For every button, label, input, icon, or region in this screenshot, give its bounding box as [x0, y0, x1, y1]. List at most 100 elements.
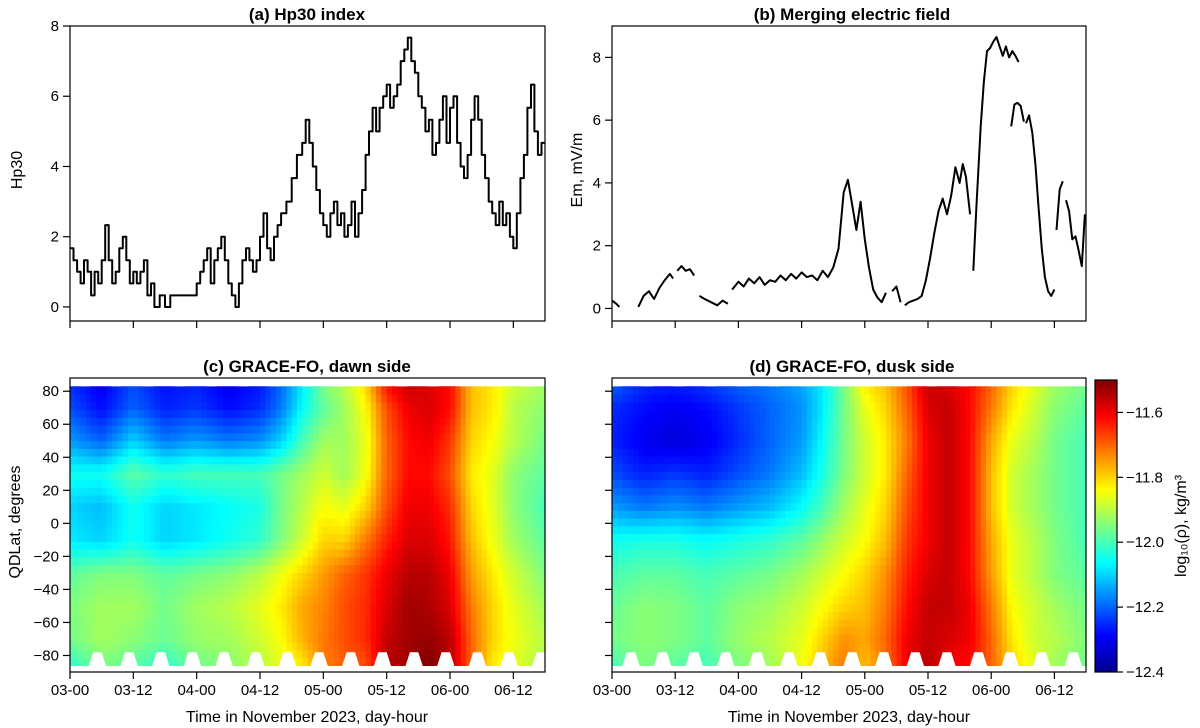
heatmap-cell	[270, 417, 277, 426]
heatmap-cell	[143, 487, 150, 496]
heatmap-cell	[539, 510, 546, 519]
heatmap-cell	[117, 502, 124, 511]
heatmap-cell	[428, 564, 435, 573]
heatmap-cell	[643, 564, 650, 573]
heatmap-cell	[833, 603, 840, 612]
heatmap-cell	[444, 487, 451, 496]
heatmap-cell	[627, 642, 634, 651]
heatmap-cell	[428, 425, 435, 434]
heatmap-cell	[617, 533, 624, 542]
heatmap-cell	[669, 549, 676, 558]
heatmap-cell	[822, 556, 829, 566]
heatmap-cell	[85, 471, 92, 480]
heatmap-cell	[122, 401, 129, 411]
heatmap-cell	[502, 409, 509, 418]
heatmap-cell	[502, 618, 509, 628]
heatmap-cell	[191, 448, 198, 457]
heatmap-cell	[413, 510, 419, 519]
heatmap-cell	[286, 525, 293, 535]
heatmap-cell	[434, 487, 441, 496]
heatmap-cell	[260, 626, 266, 635]
heatmap-cell	[307, 556, 314, 566]
heatmap-cell	[333, 642, 340, 651]
heatmap-cell	[727, 417, 734, 426]
heatmap-cell	[201, 386, 208, 395]
heatmap-cell	[165, 580, 171, 589]
heatmap-cell	[701, 525, 708, 535]
heatmap-cell	[349, 448, 356, 457]
heatmap-cell	[696, 471, 703, 480]
heatmap-cell	[270, 409, 277, 418]
heatmap-cell	[471, 595, 477, 604]
heatmap-cell	[471, 525, 477, 535]
heatmap-cell	[333, 386, 340, 395]
heatmap-cell	[691, 541, 697, 550]
heatmap-cell	[91, 440, 97, 449]
heatmap-cell	[228, 626, 235, 635]
heatmap-cell	[492, 533, 499, 542]
heatmap-cell	[817, 549, 824, 558]
heatmap-cell	[165, 533, 171, 542]
heatmap-cell	[523, 642, 530, 651]
heatmap-cell	[75, 471, 82, 480]
heatmap-cell	[154, 572, 161, 581]
heatmap-cell	[691, 394, 697, 403]
heatmap-cell	[492, 417, 499, 426]
heatmap-cell	[701, 657, 708, 666]
heatmap-cell	[627, 556, 634, 566]
heatmap-cell	[455, 572, 462, 581]
heatmap-cell	[138, 386, 145, 395]
heatmap-cell	[775, 525, 782, 535]
heatmap-cell	[386, 494, 393, 504]
heatmap-cell	[96, 564, 103, 573]
heatmap-cell	[307, 409, 314, 418]
heatmap-cell	[638, 471, 645, 480]
heatmap-cell	[669, 611, 676, 620]
heatmap-cell	[664, 394, 671, 403]
heatmap-cell	[733, 425, 739, 434]
heatmap-cell	[523, 448, 530, 457]
heatmap-cell	[759, 618, 766, 628]
heatmap-cell	[96, 386, 103, 395]
heatmap-cell	[812, 487, 818, 496]
heatmap-cell	[712, 425, 718, 434]
heatmap-cell	[296, 564, 303, 573]
heatmap-cell	[254, 634, 261, 643]
heatmap-cell	[249, 549, 256, 558]
heatmap-cell	[439, 432, 446, 442]
heatmap-cell	[349, 518, 356, 527]
heatmap-cell	[85, 401, 92, 411]
heatmap-cell	[518, 649, 525, 659]
heatmap-cell	[843, 409, 850, 418]
heatmap-cell	[627, 595, 634, 604]
heatmap-cell	[492, 556, 499, 566]
heatmap-cell	[391, 425, 398, 434]
heatmap-cell	[270, 549, 277, 558]
heatmap-cell	[727, 409, 734, 418]
heatmap-cell	[691, 572, 697, 581]
heatmap-cell	[733, 611, 739, 620]
heatmap-cell	[691, 432, 697, 442]
heatmap-cell	[465, 487, 472, 496]
heatmap-cell	[627, 494, 634, 504]
heatmap-cell	[780, 487, 787, 496]
heatmap-cell	[75, 580, 82, 589]
heatmap-cell	[612, 401, 618, 411]
heatmap-cell	[492, 541, 499, 550]
heatmap-cell	[712, 611, 718, 620]
heatmap-cell	[407, 518, 414, 527]
heatmap-cell	[675, 611, 682, 620]
heatmap-cell	[827, 603, 834, 612]
heatmap-cell	[75, 440, 82, 449]
heatmap-cell	[75, 394, 82, 403]
heatmap-cell	[238, 533, 245, 542]
heatmap-cell	[791, 525, 797, 535]
heatmap-cell	[833, 642, 840, 651]
em-line-segment	[731, 178, 887, 304]
heatmap-cell	[402, 533, 409, 542]
heatmap-cell	[70, 634, 76, 643]
heatmap-cell	[748, 556, 755, 566]
heatmap-cell	[817, 587, 824, 597]
heatmap-cell	[70, 463, 76, 473]
heatmap-cell	[96, 572, 103, 581]
